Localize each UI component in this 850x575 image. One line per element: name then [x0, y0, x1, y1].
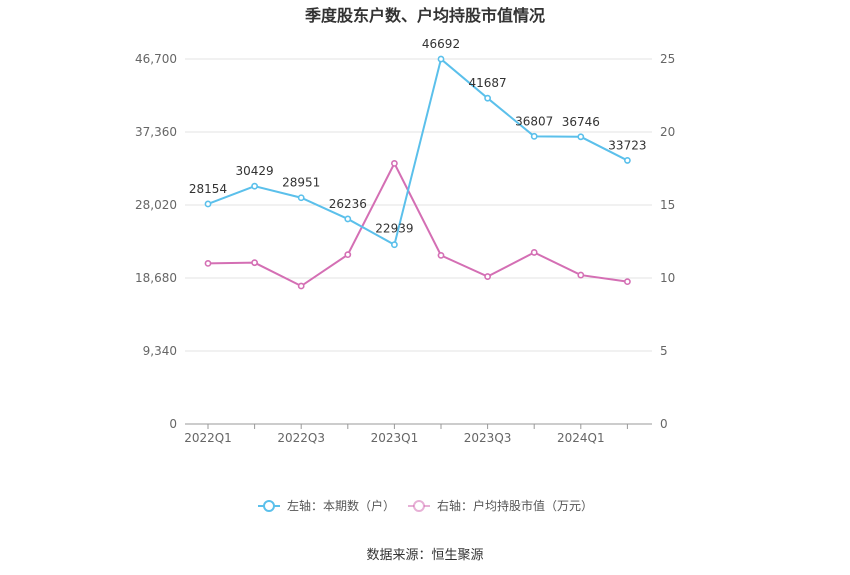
- legend[interactable]: 左轴：本期数（户） 右轴：户均持股市值（万元）: [258, 498, 593, 513]
- source-note: 数据来源：恒生聚源: [366, 548, 483, 563]
- data-label: 46692: [422, 37, 460, 51]
- data-point-left: [344, 215, 352, 223]
- data-label: 33723: [608, 138, 646, 152]
- left-axis-ticks: 0 9,340 18,680 28,020 37,360 46,700: [135, 52, 177, 431]
- legend-item-right-series[interactable]: 右轴：户均持股市值（万元）: [408, 498, 593, 513]
- x-axis-ticks: 2022Q1 2022Q3 2023Q1 2023Q3 2024Q1: [184, 424, 628, 445]
- right-tick-label: 25: [660, 52, 675, 66]
- series-line-left: [207, 57, 628, 247]
- left-tick-label: 0: [169, 417, 177, 431]
- data-point-right: [437, 251, 445, 259]
- data-point-left: [390, 241, 398, 249]
- data-label: 36746: [562, 115, 600, 129]
- data-point-left: [530, 132, 538, 140]
- left-tick-label: 28,020: [135, 198, 177, 212]
- grid: [185, 58, 652, 425]
- data-point-right: [390, 159, 398, 167]
- legend-marker-circle: [413, 500, 425, 512]
- data-point-left: [484, 94, 491, 102]
- right-tick-label: 5: [660, 344, 668, 358]
- chart-title: 季度股东户数、户均持股市值情况: [304, 6, 545, 25]
- data-label: 30429: [236, 164, 274, 178]
- right-axis-ticks: 0 5 10 15 20 25: [660, 52, 675, 431]
- data-point-left: [437, 55, 445, 63]
- data-point-right: [344, 251, 352, 259]
- data-point-left: [204, 200, 212, 208]
- right-tick-label: 20: [660, 125, 675, 139]
- data-label: 28951: [282, 176, 320, 190]
- x-tick-label: 2023Q3: [464, 431, 512, 445]
- left-tick-label: 37,360: [135, 125, 177, 139]
- legend-label: 右轴：户均持股市值（万元）: [437, 498, 593, 513]
- left-tick-label: 18,680: [135, 271, 177, 285]
- left-tick-label: 46,700: [135, 52, 177, 66]
- legend-label: 左轴：本期数（户）: [287, 498, 395, 513]
- data-label: 26236: [329, 197, 367, 211]
- data-point-right: [530, 249, 538, 256]
- data-point-left: [251, 182, 258, 190]
- right-tick-label: 10: [660, 271, 675, 285]
- data-point-left: [624, 157, 631, 164]
- x-tick-label: 2023Q1: [371, 431, 419, 445]
- series-lines: [204, 55, 631, 290]
- x-tick-label: 2022Q1: [184, 431, 232, 445]
- data-label: 28154: [189, 182, 227, 196]
- data-point-right: [624, 278, 631, 286]
- legend-item-left-series[interactable]: 左轴：本期数（户）: [258, 498, 395, 513]
- data-point-right: [297, 282, 305, 290]
- left-tick-label: 9,340: [143, 344, 177, 358]
- right-tick-label: 0: [660, 417, 668, 431]
- data-label: 22939: [375, 222, 413, 236]
- data-point-left: [297, 194, 305, 202]
- data-labels: 28154 30429 28951 26236 22939 46692 41687 36807…: [189, 37, 647, 236]
- data-point-right: [204, 259, 212, 267]
- data-label: 36807: [515, 114, 553, 128]
- right-tick-label: 15: [660, 198, 675, 212]
- x-tick-label: 2022Q3: [277, 431, 325, 445]
- series-line-right: [207, 161, 628, 288]
- data-point-right: [484, 273, 491, 280]
- data-point-left: [577, 133, 585, 141]
- legend-marker-circle: [263, 500, 275, 512]
- data-label: 41687: [469, 76, 507, 90]
- data-point-right: [577, 271, 585, 279]
- x-tick-label: 2024Q1: [557, 431, 605, 445]
- data-point-right: [251, 259, 258, 267]
